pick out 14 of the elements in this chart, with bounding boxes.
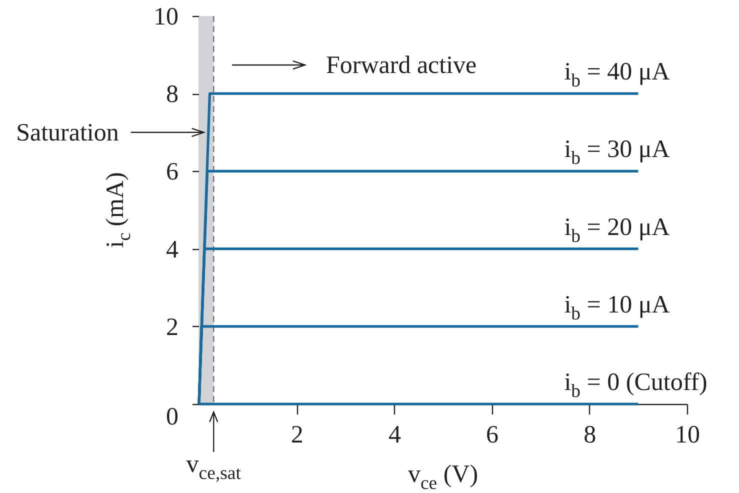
- y-tick-label: 6: [166, 158, 178, 186]
- y-tick-label: 8: [166, 81, 178, 108]
- y-tick-label: 4: [166, 236, 179, 264]
- annotation: Saturation: [16, 119, 120, 146]
- y-tick-label: 2: [166, 314, 178, 341]
- x-tick-label: 4: [388, 422, 402, 448]
- annotation: Forward active: [326, 52, 477, 79]
- x-tick-label: 10: [675, 422, 700, 448]
- x-tick-label: 6: [486, 422, 499, 448]
- y-axis-title: ic (mA): [102, 172, 135, 248]
- x-tick-label: 8: [584, 422, 596, 448]
- y-tick-label: 0: [166, 404, 178, 430]
- x-tick-label: 2: [290, 422, 304, 448]
- y-tick-label: 10: [154, 4, 178, 30]
